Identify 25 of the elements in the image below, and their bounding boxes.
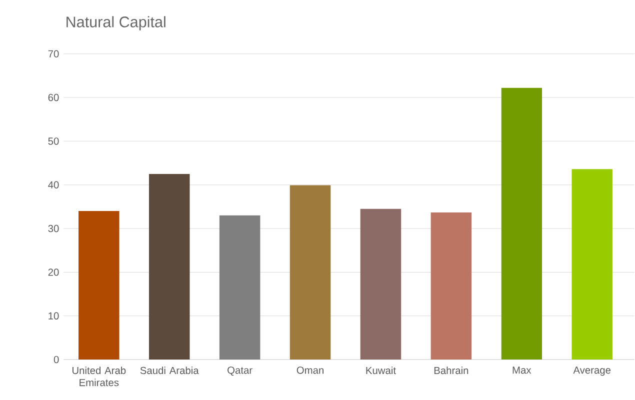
y-tick-label: 40 (48, 181, 59, 188)
bar (572, 168, 612, 360)
x-tick-label: Average (573, 366, 611, 376)
bar (148, 174, 190, 360)
x-tick-label: United Arab Emirates (72, 366, 126, 386)
y-tick-label: 10 (48, 312, 59, 320)
y-tick-label: 20 (48, 268, 59, 276)
chart-title: Natural Capital (66, 16, 166, 30)
y-tick-label: 60 (48, 94, 59, 101)
x-tick-label: Bahrain (434, 366, 468, 374)
x-tick-label: Qatar (228, 366, 252, 376)
y-tick-label: 50 (48, 137, 59, 145)
bar (219, 215, 260, 360)
bar (78, 210, 120, 360)
y-tick-label: 70 (48, 50, 59, 58)
x-tick-label: Max (512, 366, 532, 374)
y-tick-label: 0 (54, 356, 59, 363)
x-tick-label: Kuwait (366, 366, 396, 374)
x-tick-label: Oman (296, 366, 324, 374)
x-tick-label: Saudi Arabia (140, 366, 199, 374)
bar (290, 185, 331, 360)
bar (360, 208, 402, 360)
bar (430, 212, 472, 360)
bar (501, 88, 542, 360)
y-tick-label: 30 (48, 224, 59, 232)
